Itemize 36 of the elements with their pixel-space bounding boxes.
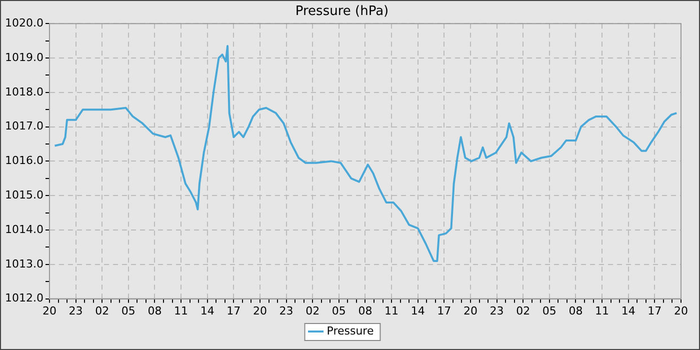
- x-tick-label: 23: [490, 304, 504, 318]
- x-tick-label: 17: [648, 304, 662, 318]
- x-tick-label: 14: [621, 304, 636, 318]
- x-tick-label: 20: [252, 304, 267, 318]
- x-tick-label: 08: [358, 304, 372, 318]
- y-tick-label: 1015.0: [4, 188, 44, 202]
- y-tick-label: 1018.0: [4, 85, 44, 98]
- x-tick-label: 14: [200, 304, 214, 318]
- y-tick-label: 1014.0: [4, 222, 44, 236]
- x-tick-label: 05: [542, 304, 556, 318]
- legend-label: Pressure: [326, 324, 374, 338]
- y-tick-label: 1012.0: [4, 292, 44, 305]
- chart-title: Pressure (hPa): [295, 4, 389, 20]
- y-tick-label: 1013.0: [4, 257, 44, 270]
- x-tick-label: 20: [674, 304, 688, 318]
- x-tick-label: 17: [437, 304, 452, 318]
- x-tick-label: 11: [174, 304, 188, 318]
- y-tick-label: 1016.0: [4, 154, 44, 168]
- x-tick-label: 17: [226, 304, 241, 318]
- x-tick-label: 14: [410, 304, 425, 318]
- x-tick-label: 02: [306, 304, 320, 318]
- x-tick-label: 05: [332, 304, 346, 318]
- y-tick-label: 1020.0: [4, 16, 44, 30]
- x-tick-label: 08: [148, 304, 162, 318]
- y-tick-label: 1019.0: [4, 50, 44, 64]
- y-tick-label: 1017.0: [4, 120, 44, 133]
- x-tick-label: 02: [516, 304, 530, 318]
- x-tick-label: 20: [463, 304, 478, 318]
- x-tick-label: 02: [95, 304, 110, 318]
- x-tick-label: 11: [384, 304, 399, 318]
- x-tick-label: 23: [68, 304, 83, 318]
- x-tick-label: 23: [279, 304, 294, 318]
- x-tick-label: 11: [595, 304, 610, 318]
- x-tick-label: 08: [568, 304, 583, 318]
- x-tick-label: 20: [42, 304, 56, 318]
- x-tick-label: 05: [121, 304, 136, 318]
